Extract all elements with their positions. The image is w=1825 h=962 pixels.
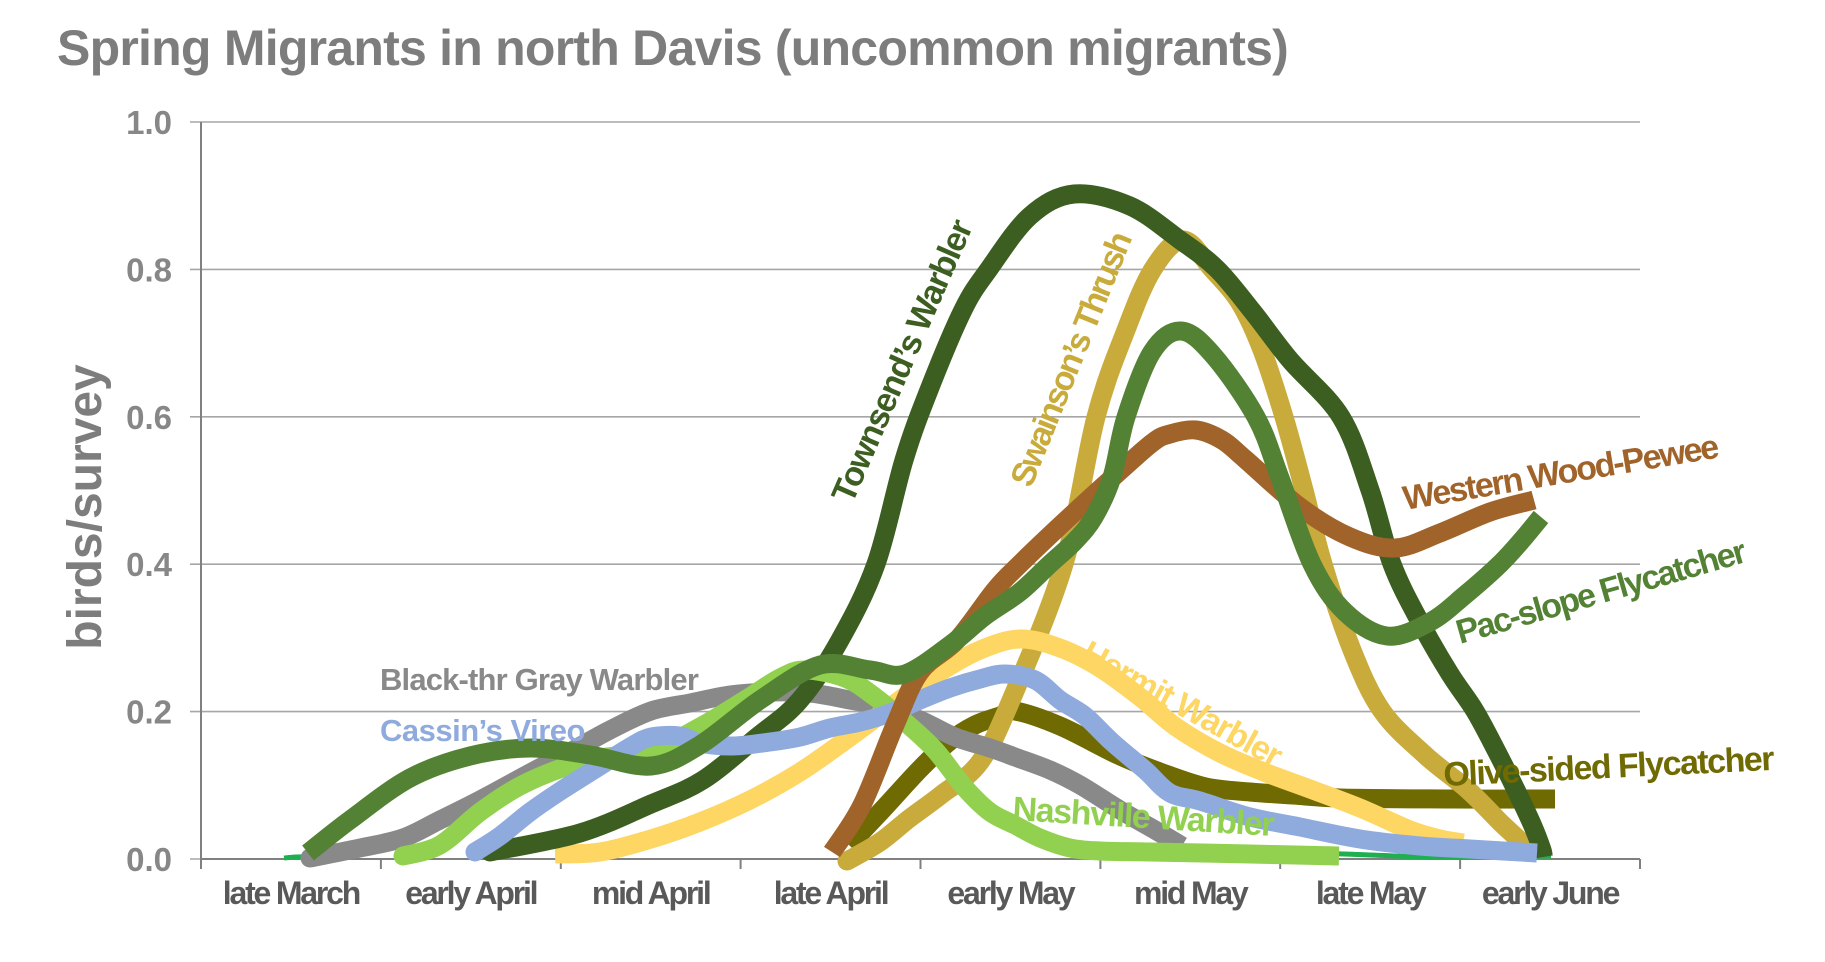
svg-text:late March: late March <box>223 875 360 911</box>
svg-text:Black-thr Gray Warbler: Black-thr Gray Warbler <box>380 662 699 697</box>
svg-text:late May: late May <box>1316 875 1427 911</box>
svg-text:early May: early May <box>947 875 1075 911</box>
svg-text:early April: early April <box>405 875 536 911</box>
svg-text:Spring Migrants in north Davis: Spring Migrants in north Davis (uncommon… <box>57 20 1288 76</box>
svg-text:0.6: 0.6 <box>126 399 172 436</box>
svg-text:Cassin’s Vireo: Cassin’s Vireo <box>380 713 585 748</box>
svg-text:1.0: 1.0 <box>126 104 172 141</box>
svg-text:0.8: 0.8 <box>126 251 172 288</box>
svg-text:mid May: mid May <box>1134 875 1249 911</box>
svg-text:birds/survey: birds/survey <box>59 364 112 650</box>
svg-text:0.2: 0.2 <box>126 694 172 731</box>
svg-text:late April: late April <box>774 875 888 911</box>
svg-text:0.0: 0.0 <box>126 841 172 878</box>
svg-text:early June: early June <box>1482 875 1620 911</box>
svg-text:mid April: mid April <box>592 875 710 911</box>
svg-text:0.4: 0.4 <box>126 546 173 583</box>
